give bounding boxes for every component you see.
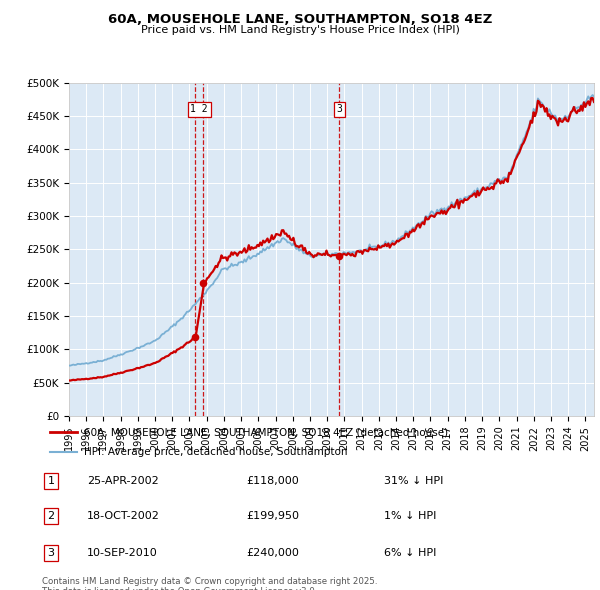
Text: 3: 3 (337, 104, 342, 114)
Text: 25-APR-2002: 25-APR-2002 (87, 476, 159, 486)
Text: 3: 3 (47, 548, 55, 558)
Text: 1: 1 (47, 476, 55, 486)
Text: 18-OCT-2002: 18-OCT-2002 (87, 512, 160, 521)
Text: 6% ↓ HPI: 6% ↓ HPI (384, 548, 436, 558)
Text: 31% ↓ HPI: 31% ↓ HPI (384, 476, 443, 486)
Text: 1% ↓ HPI: 1% ↓ HPI (384, 512, 436, 521)
Text: 60A, MOUSEHOLE LANE, SOUTHAMPTON, SO18 4EZ: 60A, MOUSEHOLE LANE, SOUTHAMPTON, SO18 4… (108, 13, 492, 26)
Text: 2: 2 (47, 512, 55, 521)
Text: £240,000: £240,000 (246, 548, 299, 558)
Text: HPI: Average price, detached house, Southampton: HPI: Average price, detached house, Sout… (85, 447, 348, 457)
Text: 10-SEP-2010: 10-SEP-2010 (87, 548, 158, 558)
Text: £118,000: £118,000 (246, 476, 299, 486)
Text: Price paid vs. HM Land Registry's House Price Index (HPI): Price paid vs. HM Land Registry's House … (140, 25, 460, 35)
Text: 60A, MOUSEHOLE LANE, SOUTHAMPTON, SO18 4EZ (detached house): 60A, MOUSEHOLE LANE, SOUTHAMPTON, SO18 4… (85, 427, 449, 437)
Text: 1 2: 1 2 (190, 104, 208, 114)
Text: Contains HM Land Registry data © Crown copyright and database right 2025.
This d: Contains HM Land Registry data © Crown c… (42, 577, 377, 590)
Text: £199,950: £199,950 (246, 512, 299, 521)
